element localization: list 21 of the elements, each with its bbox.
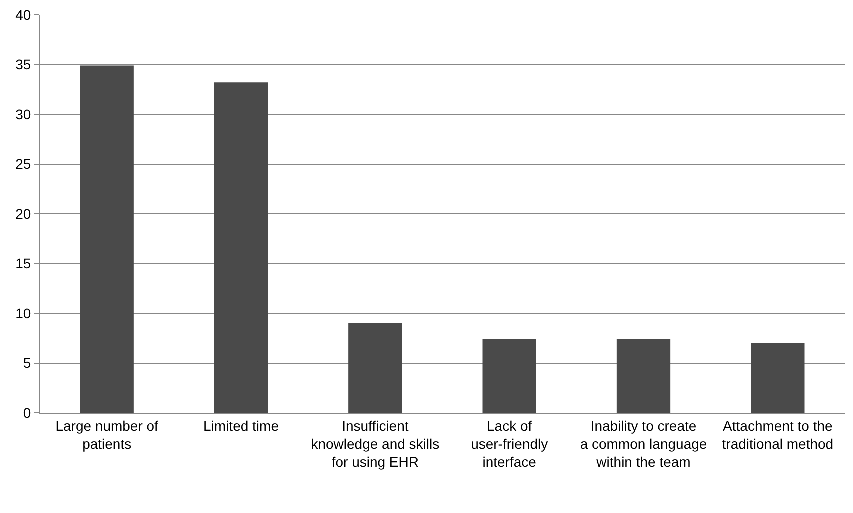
bar — [348, 323, 402, 413]
bar — [80, 66, 134, 413]
y-tick-label: 15 — [16, 256, 32, 272]
x-tick-label: Insufficient knowledge and skills for using EHR — [311, 418, 440, 470]
y-tick-label: 5 — [23, 355, 32, 372]
bar — [616, 339, 671, 413]
x-tick-label: Lack of user-friendly interface — [471, 418, 548, 470]
x-tick-label: Attachment to the traditional method — [722, 418, 834, 452]
x-tick-label: Limited time — [204, 418, 280, 434]
y-tick-label: 0 — [23, 404, 32, 421]
x-tick-label: Inability to create a common language within the team — [580, 418, 708, 470]
bar — [482, 339, 536, 413]
bar — [751, 343, 805, 413]
y-tick-label: 25 — [16, 156, 32, 172]
y-tick-label: 20 — [16, 206, 32, 222]
y-tick-label: 30 — [16, 106, 32, 122]
y-tick-label: 35 — [16, 56, 32, 73]
y-tick-label: 40 — [16, 6, 32, 23]
bar — [214, 82, 268, 413]
x-tick-label: Large number of patients — [56, 418, 159, 452]
y-tick-label: 10 — [16, 305, 32, 322]
